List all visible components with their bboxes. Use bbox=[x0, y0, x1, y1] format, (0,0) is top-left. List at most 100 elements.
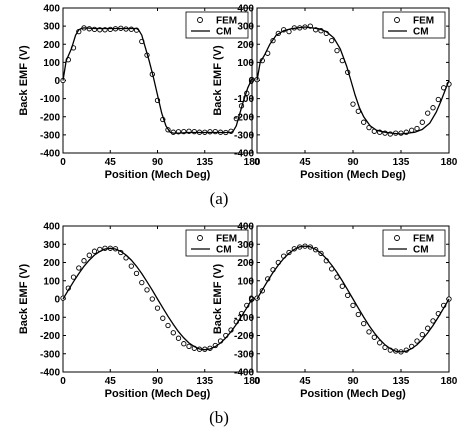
y-tick-label: -400 bbox=[40, 368, 60, 379]
x-tick-label: 135 bbox=[196, 376, 213, 387]
legend-swatch-fem bbox=[197, 235, 203, 241]
x-tick-label: 135 bbox=[393, 376, 410, 387]
series-fem-marker bbox=[425, 325, 431, 331]
x-tick-label: 180 bbox=[441, 376, 458, 387]
x-tick-label: 180 bbox=[244, 157, 261, 168]
x-tick-label: 0 bbox=[60, 157, 66, 168]
series-fem-marker bbox=[181, 341, 187, 347]
y-tick-label: -300 bbox=[234, 349, 254, 360]
series-cm-line bbox=[256, 26, 450, 135]
legend-box bbox=[382, 11, 446, 39]
legend-swatch-fem bbox=[394, 235, 400, 241]
legend-box bbox=[185, 11, 249, 39]
x-tick-label: 45 bbox=[299, 157, 311, 168]
x-tick-label: 45 bbox=[105, 157, 117, 168]
series-fem-marker bbox=[334, 47, 340, 54]
series-fem-marker bbox=[76, 265, 82, 271]
y-tick-label: 200 bbox=[43, 40, 60, 51]
y-tick-label: 400 bbox=[43, 4, 60, 15]
x-tick-label: 135 bbox=[196, 157, 213, 168]
legend-label-fem: FEM bbox=[413, 16, 434, 27]
y-tick-label: 300 bbox=[237, 240, 254, 251]
y-tick-label: -100 bbox=[40, 94, 60, 105]
y-tick-label: -400 bbox=[40, 149, 60, 160]
y-tick-label: 300 bbox=[43, 240, 60, 251]
series-fem-marker bbox=[329, 37, 335, 44]
series-cm-line bbox=[62, 27, 253, 134]
legend-label-fem: FEM bbox=[413, 234, 434, 245]
series-fem-marker bbox=[366, 329, 372, 335]
x-tick-label: 90 bbox=[347, 157, 359, 168]
series-fem-marker bbox=[419, 119, 425, 125]
legend-label-cm: CM bbox=[413, 245, 429, 256]
x-tick-label: 0 bbox=[254, 376, 260, 387]
y-tick-label: 300 bbox=[237, 22, 254, 33]
y-tick-label: 0 bbox=[248, 76, 254, 87]
series-fem-marker bbox=[86, 252, 92, 258]
legend-label-cm: CM bbox=[413, 27, 429, 38]
x-tick-label: 90 bbox=[152, 376, 164, 387]
y-tick-label: 200 bbox=[237, 258, 254, 269]
series-fem-marker bbox=[149, 296, 155, 302]
series-fem-marker bbox=[361, 119, 367, 125]
x-tick-label: 0 bbox=[254, 157, 260, 168]
legend-label-cm: CM bbox=[216, 245, 232, 256]
legend-swatch-fem bbox=[394, 17, 400, 23]
y-tick-label: -200 bbox=[234, 112, 254, 123]
series-fem-marker bbox=[165, 322, 171, 329]
y-tick-label: 0 bbox=[248, 295, 254, 306]
y-tick-label: -300 bbox=[40, 349, 60, 360]
x-tick-label: 180 bbox=[244, 376, 261, 387]
x-tick-label: 45 bbox=[299, 376, 311, 387]
series-fem-marker bbox=[430, 105, 436, 111]
x-axis-label: Position (Mech Deg) bbox=[105, 169, 211, 181]
series-fem-marker bbox=[425, 110, 431, 116]
caption-a: (a) bbox=[209, 189, 229, 208]
y-tick-label: 400 bbox=[43, 222, 60, 233]
y-tick-label: 100 bbox=[237, 58, 254, 69]
legend-swatch-fem bbox=[197, 17, 203, 23]
series-fem-marker bbox=[144, 287, 150, 293]
series-fem-marker bbox=[139, 279, 145, 286]
y-tick-label: 100 bbox=[237, 276, 254, 287]
y-tick-label: -100 bbox=[234, 94, 254, 105]
series-fem-marker bbox=[414, 338, 420, 344]
y-tick-label: 200 bbox=[237, 40, 254, 51]
y-axis-label: Back EMF (V) bbox=[212, 264, 224, 335]
y-tick-label: 0 bbox=[54, 295, 60, 306]
series-fem-marker bbox=[81, 258, 87, 264]
legend-label-fem: FEM bbox=[216, 16, 237, 27]
legend-label-fem: FEM bbox=[216, 234, 237, 245]
x-tick-label: 0 bbox=[60, 376, 66, 387]
y-axis-label: Back EMF (V) bbox=[18, 264, 30, 335]
y-tick-label: -300 bbox=[40, 130, 60, 141]
series-fem-marker bbox=[419, 331, 425, 338]
x-axis-label: Position (Mech Deg) bbox=[105, 388, 211, 400]
series-fem-marker bbox=[377, 340, 383, 346]
series-cm-line bbox=[256, 245, 450, 353]
x-tick-label: 45 bbox=[105, 376, 117, 387]
x-tick-label: 180 bbox=[441, 157, 458, 168]
y-tick-label: 100 bbox=[43, 276, 60, 287]
y-tick-label: 400 bbox=[237, 222, 254, 233]
x-tick-label: 135 bbox=[393, 157, 410, 168]
x-axis-label: Position (Mech Deg) bbox=[300, 388, 406, 400]
x-axis-label: Position (Mech Deg) bbox=[300, 169, 406, 181]
series-cm-line bbox=[62, 247, 253, 351]
series-fem-marker bbox=[339, 283, 345, 289]
series-fem-marker bbox=[414, 125, 420, 132]
series-fem-marker bbox=[128, 263, 134, 269]
series-fem-marker bbox=[371, 334, 377, 340]
y-tick-label: -100 bbox=[234, 313, 254, 324]
series-fem-marker bbox=[175, 335, 182, 341]
series-fem-marker bbox=[170, 330, 176, 336]
series-fem-marker bbox=[70, 274, 77, 280]
